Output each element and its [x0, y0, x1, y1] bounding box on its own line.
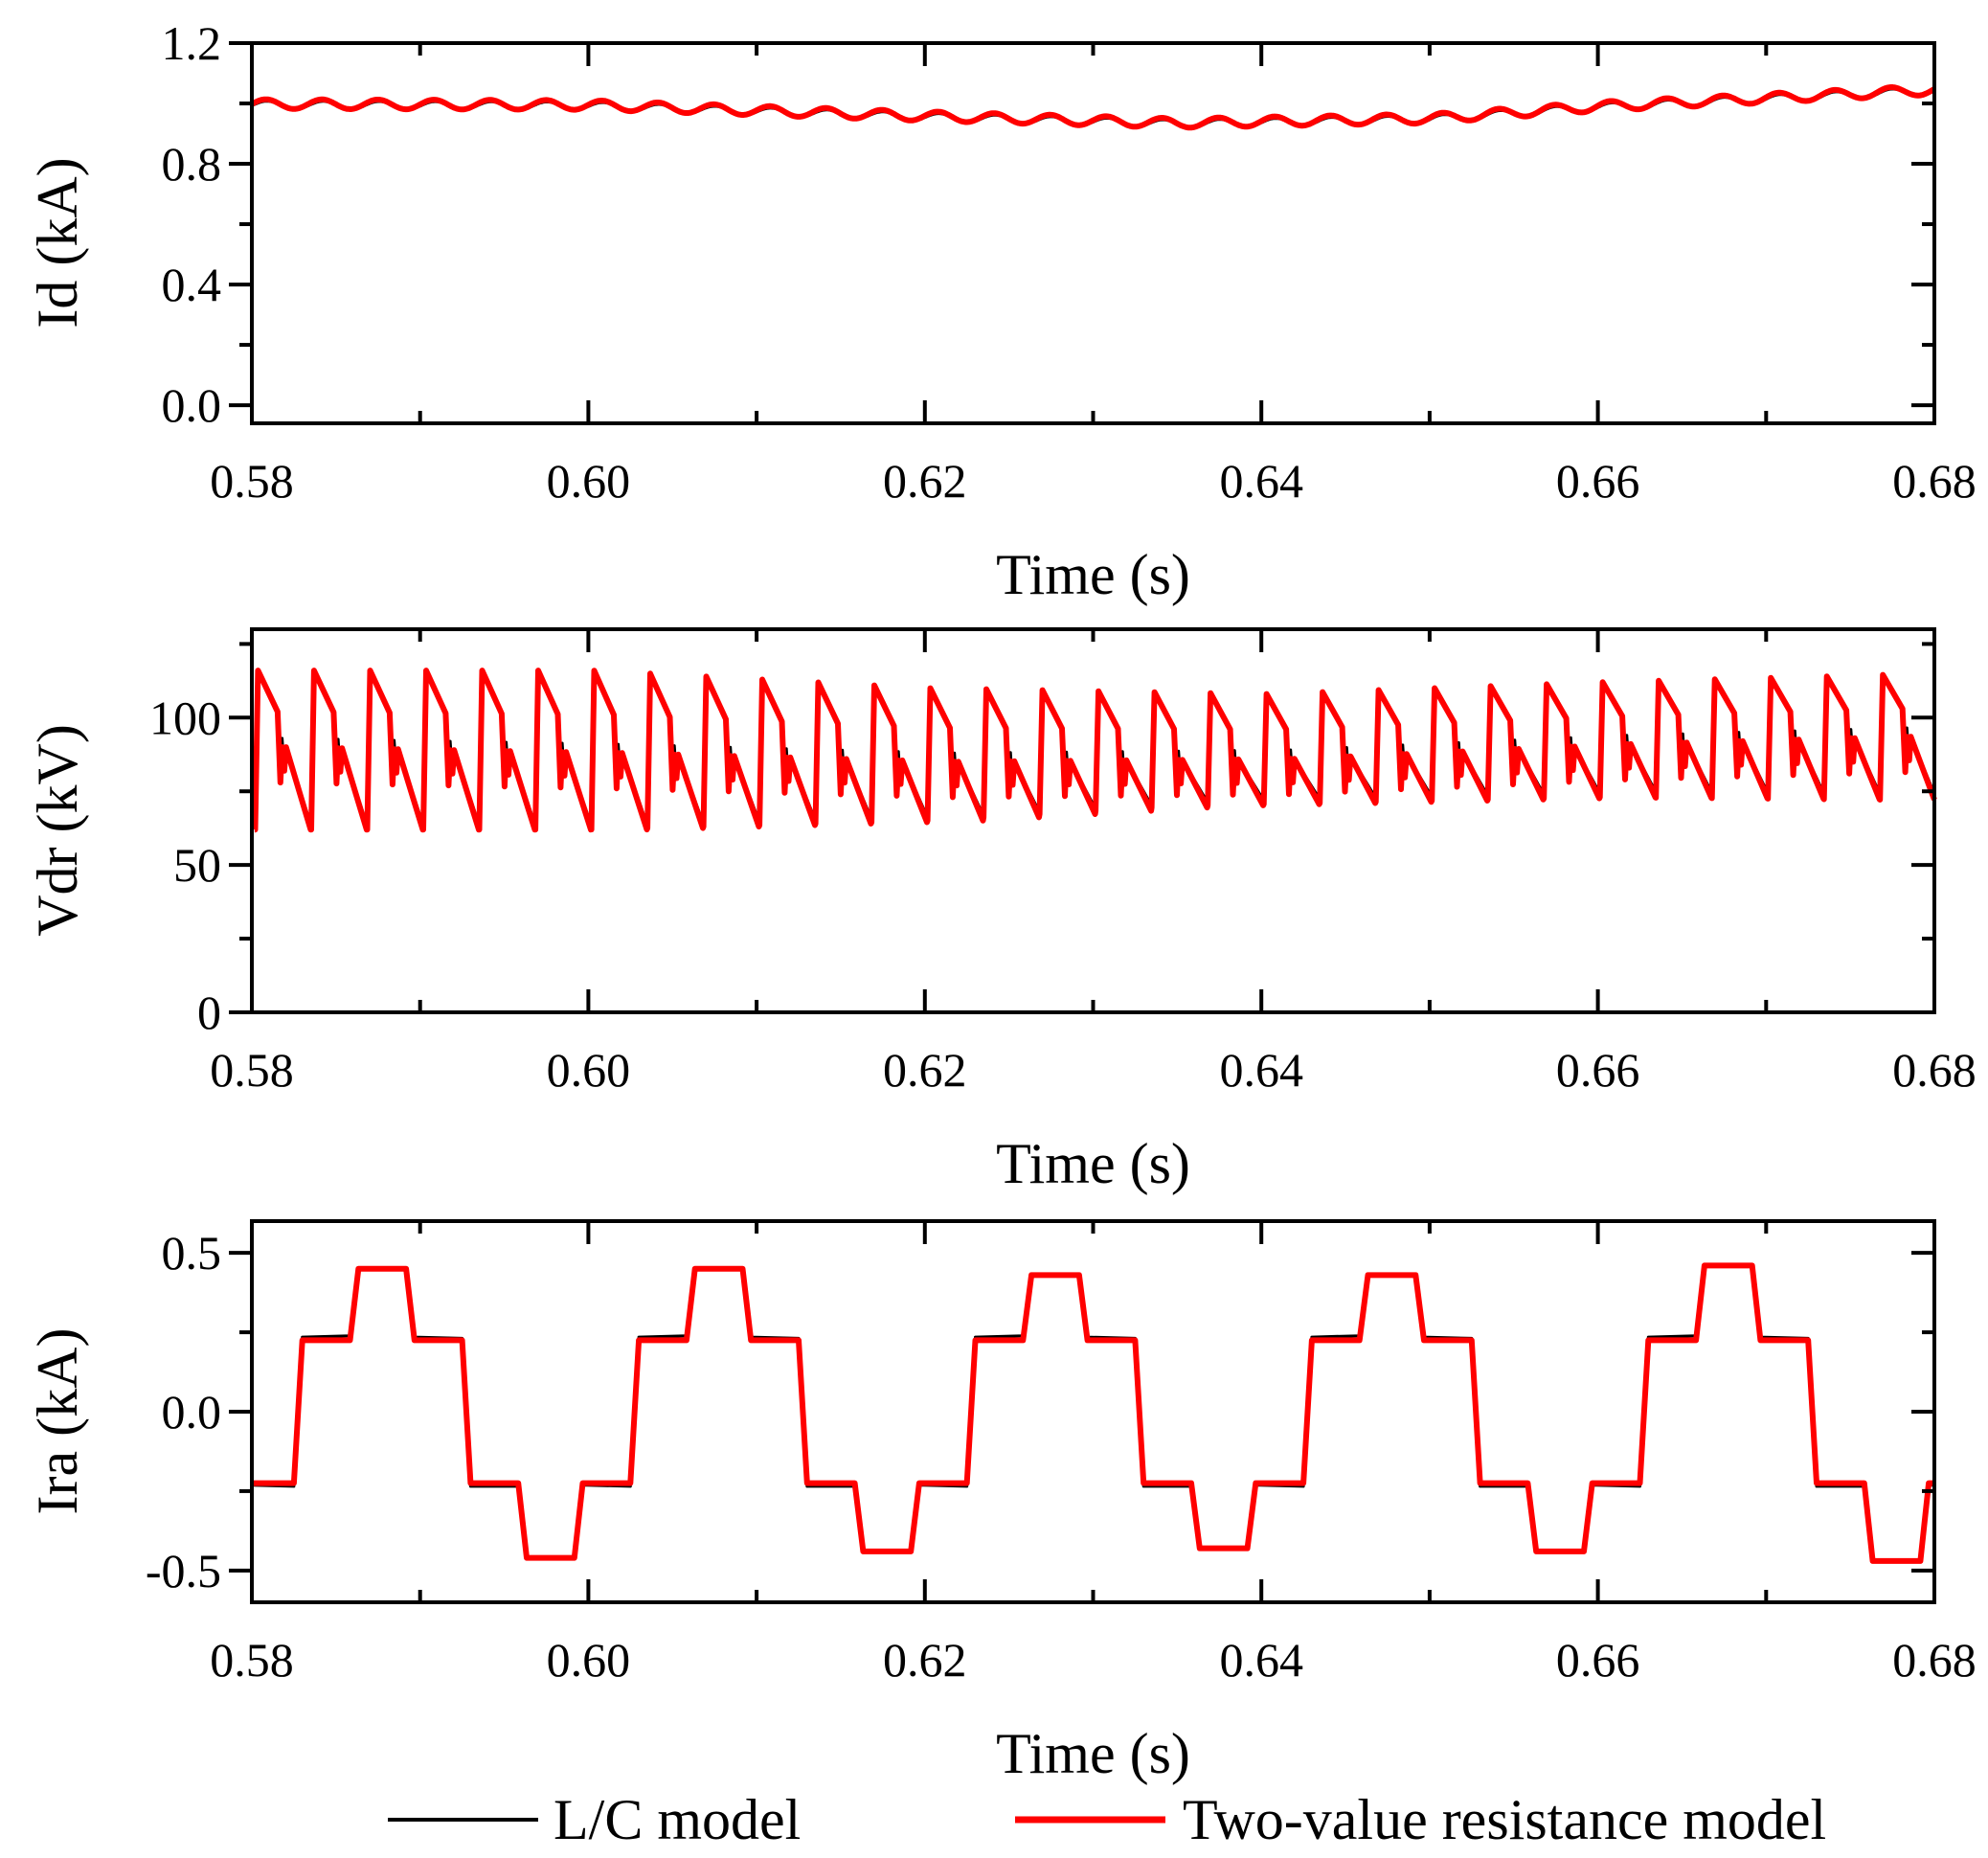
vdr-ytick-label: 100 — [149, 691, 221, 744]
ira-series-layer — [251, 1262, 1935, 1564]
legend-label-lc-model: L/C model — [553, 1788, 801, 1851]
ira-xtick-label: 0.58 — [210, 1633, 294, 1687]
panel-vdr: 0 50 100 0.58 0.60 0.62 0.64 0.66 0.68 T… — [26, 627, 1977, 1195]
vdr-series-layer — [252, 668, 1937, 833]
ira-tick-marks — [229, 1221, 1936, 1602]
id-series-two-value-model — [250, 84, 1936, 131]
ira-x-axis-title: Time (s) — [996, 1722, 1190, 1785]
ira-xtick-label: 0.64 — [1219, 1633, 1303, 1687]
vdr-plot-frame — [250, 627, 1936, 1014]
vdr-xtick-label: 0.60 — [547, 1043, 631, 1097]
ira-plot-frame — [250, 1219, 1936, 1604]
id-xtick-label: 0.66 — [1556, 454, 1640, 508]
ira-xtick-label: 0.62 — [883, 1633, 967, 1687]
ira-xtick-label: 0.66 — [1556, 1633, 1640, 1687]
legend-label-two-value-model: Two-value resistance model — [1183, 1788, 1826, 1851]
legend: L/C model Two-value resistance model — [388, 1788, 1826, 1851]
vdr-xtick-label: 0.64 — [1219, 1043, 1303, 1097]
vdr-ytick-label: 0 — [197, 986, 221, 1039]
panel-ira: -0.5 0.0 0.5 0.58 0.60 0.62 0.64 0.66 0.… — [26, 1219, 1977, 1785]
vdr-y-axis-title: Vdr (kV) — [26, 724, 89, 937]
id-xtick-label: 0.62 — [883, 454, 967, 508]
panel-id: 0.0 0.4 0.8 1.2 0.58 0.60 0.62 0.64 0.66… — [26, 16, 1977, 606]
ira-series-lc-model — [251, 1263, 1935, 1563]
vdr-xtick-label: 0.68 — [1892, 1043, 1977, 1097]
vdr-x-axis-title: Time (s) — [996, 1132, 1190, 1195]
id-y-axis-title: Id (kA) — [26, 157, 89, 328]
id-xtick-label: 0.64 — [1219, 454, 1303, 508]
ira-ytick-label: 0.0 — [162, 1385, 222, 1439]
id-ytick-label: 0.8 — [162, 137, 222, 191]
ira-xtick-label: 0.68 — [1892, 1633, 1977, 1687]
vdr-xtick-label: 0.66 — [1556, 1043, 1640, 1097]
id-ytick-label: 1.2 — [162, 16, 222, 70]
id-series-layer — [250, 84, 1936, 131]
vdr-xtick-label: 0.62 — [883, 1043, 967, 1097]
vdr-ytick-label: 50 — [173, 838, 221, 892]
id-x-axis-title: Time (s) — [996, 543, 1190, 606]
ira-series-two-value-model — [252, 1262, 1934, 1564]
id-xtick-label: 0.58 — [210, 454, 294, 508]
ira-ytick-label: 0.5 — [162, 1226, 222, 1280]
id-tick-marks — [229, 41, 1936, 423]
vdr-tick-marks — [229, 629, 1936, 1014]
ira-y-axis-title: Ira (kA) — [26, 1328, 89, 1515]
vdr-series-two-value-model — [252, 668, 1937, 833]
vdr-xtick-label: 0.58 — [210, 1043, 294, 1097]
id-ytick-label: 0.0 — [162, 378, 222, 432]
id-xtick-label: 0.68 — [1892, 454, 1977, 508]
id-ytick-label: 0.4 — [162, 258, 222, 311]
id-xtick-label: 0.60 — [547, 454, 631, 508]
ira-xtick-label: 0.60 — [547, 1633, 631, 1687]
ira-ytick-label: -0.5 — [146, 1544, 221, 1597]
